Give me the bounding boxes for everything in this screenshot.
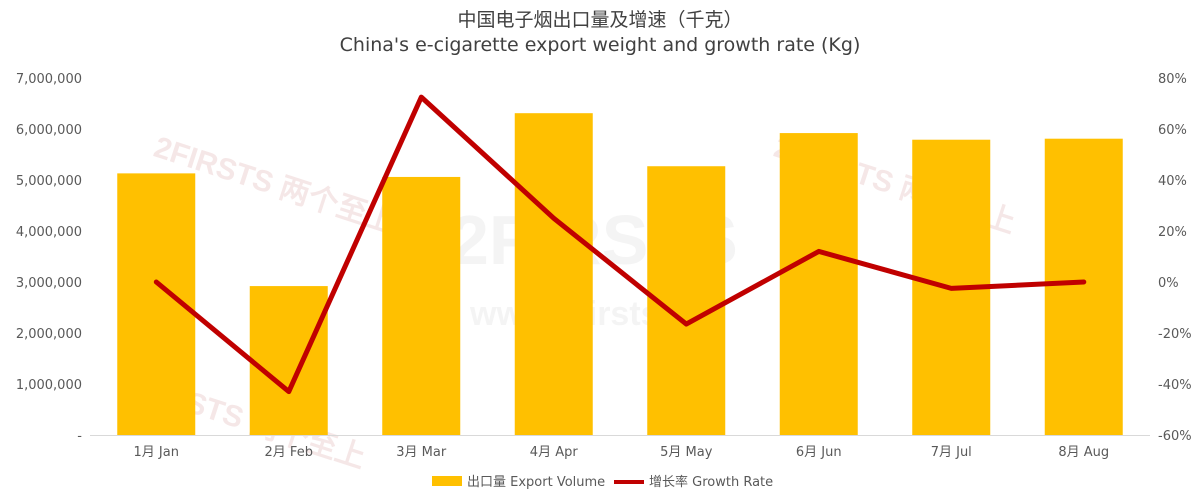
y-tick-label-left: 5,000,000 — [16, 174, 82, 189]
y-tick-label-right: -40% — [1158, 378, 1192, 393]
y-tick-label-right: 60% — [1158, 123, 1187, 138]
y-tick-label-left: 7,000,000 — [16, 72, 82, 87]
chart-subtitle: China's e-cigarette export weight and gr… — [339, 34, 861, 56]
y-tick-label-right: 80% — [1158, 72, 1187, 87]
bar — [779, 133, 858, 435]
chart-title-block: 中国电子烟出口量及增速（千克） China's e-cigarette expo… — [0, 8, 1200, 58]
legend-label-line: 增长率 Growth Rate — [649, 474, 773, 490]
bar — [1044, 138, 1123, 435]
bar — [382, 176, 461, 435]
legend-label-bar: 出口量 Export Volume — [467, 475, 605, 490]
x-tick-label: 7月 Jul — [931, 445, 972, 460]
legend-swatch-bar — [432, 476, 462, 486]
y-tick-label-left: 3,000,000 — [16, 276, 82, 291]
y-tick-label-left: 2,000,000 — [16, 327, 82, 342]
y-tick-label-right: -20% — [1158, 327, 1192, 342]
bar — [249, 286, 328, 435]
bar — [514, 113, 593, 435]
y-tick-label-left: 6,000,000 — [16, 123, 82, 138]
growth-rate-line — [153, 94, 1087, 395]
y-tick-label-right: -60% — [1158, 429, 1192, 444]
y-tick-label-left: 4,000,000 — [16, 225, 82, 240]
y-tick-label-right: 40% — [1158, 174, 1187, 189]
x-tick-label: 5月 May — [660, 445, 713, 460]
y-tick-label-left: 1,000,000 — [16, 378, 82, 393]
y-tick-label-right: 0% — [1158, 276, 1179, 291]
x-tick-label: 2月 Feb — [265, 445, 313, 460]
x-tick-label: 8月 Aug — [1058, 445, 1109, 460]
chart-title: 中国电子烟出口量及增速（千克） — [457, 9, 743, 31]
y-tick-label-right: 20% — [1158, 225, 1187, 240]
x-tick-label: 6月 Jun — [796, 445, 842, 460]
x-tick-label: 1月 Jan — [134, 445, 179, 460]
y-tick-label-left: - — [77, 429, 82, 444]
x-tick-label: 3月 Mar — [396, 445, 447, 460]
x-tick-label: 4月 Apr — [530, 445, 579, 460]
